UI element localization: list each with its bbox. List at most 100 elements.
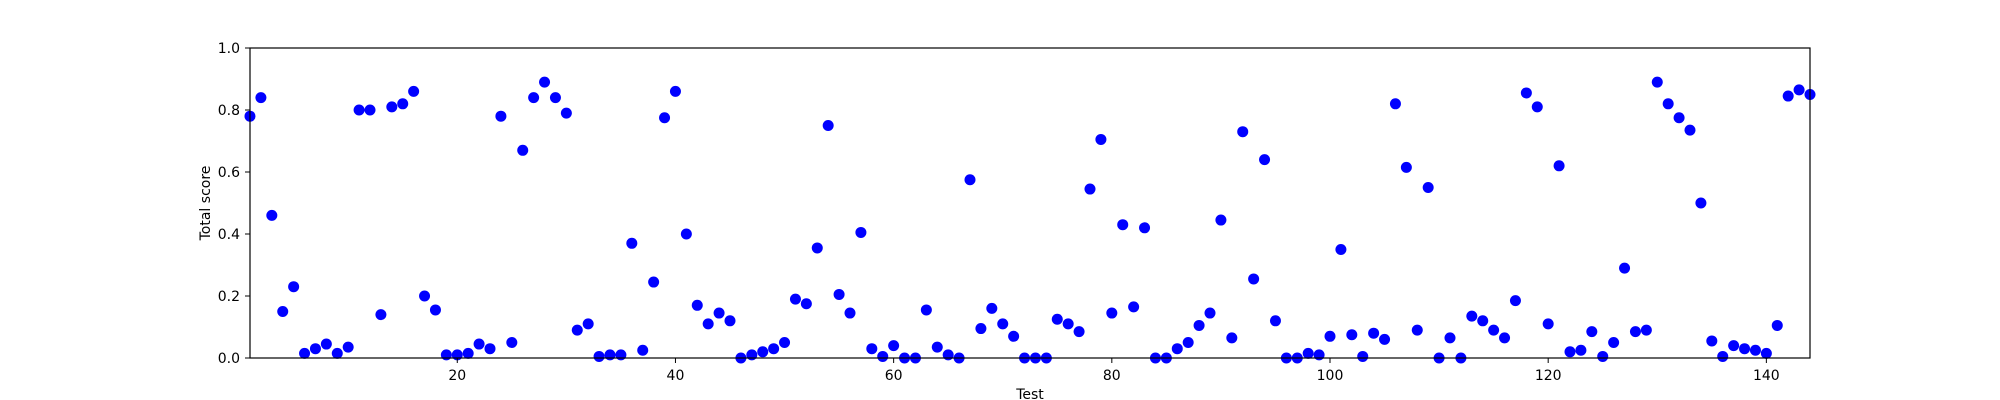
data-point-44 [713,307,725,319]
data-point-16 [408,85,420,97]
data-point-41 [680,228,692,240]
data-point-55 [833,288,845,300]
data-point-127 [1619,262,1631,274]
data-point-80 [1106,307,1118,319]
data-point-94 [1259,154,1271,166]
data-point-128 [1629,326,1641,338]
data-point-135 [1706,335,1718,347]
data-point-47 [746,349,758,361]
data-point-69 [986,302,998,314]
data-points [244,76,1816,364]
data-point-115 [1488,324,1500,336]
data-point-87 [1182,337,1194,348]
data-point-75 [1051,313,1063,325]
x-tick-label: 80 [1103,368,1121,384]
data-point-117 [1509,295,1521,307]
data-point-70 [997,318,1009,330]
data-point-14 [386,101,398,113]
data-point-81 [1117,219,1129,231]
data-point-83 [1139,222,1151,234]
data-point-77 [1073,326,1085,338]
data-point-67 [964,174,976,186]
data-point-57 [855,226,867,238]
data-point-98 [1302,347,1314,359]
data-point-7 [309,343,321,355]
data-point-60 [888,340,900,352]
data-point-50 [779,337,791,348]
data-point-2 [255,92,267,104]
data-point-23 [484,343,496,355]
data-point-142 [1782,90,1794,102]
data-point-130 [1651,76,1663,88]
data-point-19 [440,349,452,361]
data-point-141 [1771,319,1783,331]
data-point-39 [659,112,671,124]
data-point-133 [1684,124,1696,136]
data-point-13 [375,309,387,321]
y-tick-label: 0.8 [218,103,240,119]
y-tick-label: 1.0 [218,41,240,57]
data-point-6 [299,347,311,359]
data-point-139 [1749,344,1761,356]
data-point-137 [1728,340,1740,352]
x-tick-label: 120 [1535,368,1562,384]
data-point-113 [1466,310,1478,322]
data-point-28 [539,76,551,88]
data-point-89 [1204,307,1216,319]
x-tick-label: 20 [448,368,466,384]
data-point-3 [266,209,278,221]
data-point-100 [1324,330,1336,342]
y-axis-ticks: 0.0 0.2 0.4 0.6 0.8 1.0 [218,41,250,367]
data-point-59 [877,350,889,362]
data-point-134 [1695,197,1707,209]
x-axis-ticks: 20 40 60 80 100 120 140 [448,358,1780,384]
data-point-35 [615,349,627,361]
x-tick-label: 100 [1317,368,1344,384]
data-point-42 [691,299,703,311]
x-tick-label: 40 [667,368,685,384]
data-point-108 [1411,324,1423,336]
y-tick-label: 0.6 [218,165,240,181]
data-point-116 [1499,332,1511,344]
data-point-52 [800,298,812,310]
data-point-111 [1444,332,1456,344]
data-point-31 [571,324,583,336]
data-point-118 [1520,87,1532,99]
data-point-56 [844,307,856,319]
data-point-45 [724,315,736,327]
data-point-58 [866,343,878,355]
data-point-105 [1379,333,1391,345]
data-point-37 [637,344,649,356]
data-point-92 [1237,126,1249,138]
data-point-93 [1248,273,1260,285]
data-point-124 [1586,326,1598,338]
data-point-126 [1608,337,1620,348]
data-point-48 [757,346,769,358]
data-point-106 [1389,98,1401,110]
data-point-8 [320,338,332,350]
data-point-49 [768,343,780,355]
data-point-121 [1553,160,1565,172]
x-tick-label: 60 [885,368,903,384]
data-point-79 [1095,133,1107,145]
data-point-5 [288,281,300,293]
data-point-99 [1313,349,1325,361]
data-point-53 [811,242,823,254]
data-point-12 [364,104,376,116]
data-point-76 [1062,318,1074,330]
x-tick-label: 140 [1753,368,1780,384]
data-point-51 [789,293,801,305]
data-point-34 [604,349,616,361]
data-point-65 [942,349,954,361]
data-point-82 [1128,301,1140,313]
data-point-25 [506,337,518,348]
data-point-71 [1008,330,1020,342]
data-point-26 [517,144,529,156]
data-point-107 [1400,161,1412,173]
data-point-40 [669,85,681,97]
data-point-88 [1193,319,1205,331]
data-point-120 [1542,318,1554,330]
data-point-22 [473,338,485,350]
data-point-132 [1673,112,1685,124]
